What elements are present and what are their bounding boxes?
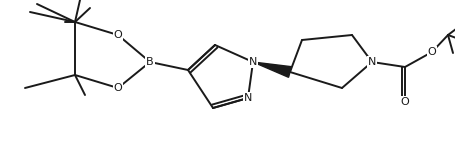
Text: B: B	[146, 57, 154, 67]
Text: N: N	[249, 57, 257, 67]
Polygon shape	[253, 62, 292, 77]
Text: O: O	[114, 30, 122, 40]
Text: O: O	[400, 97, 410, 107]
Text: N: N	[244, 93, 252, 103]
Text: N: N	[368, 57, 376, 67]
Text: O: O	[114, 83, 122, 93]
Text: O: O	[428, 47, 436, 57]
